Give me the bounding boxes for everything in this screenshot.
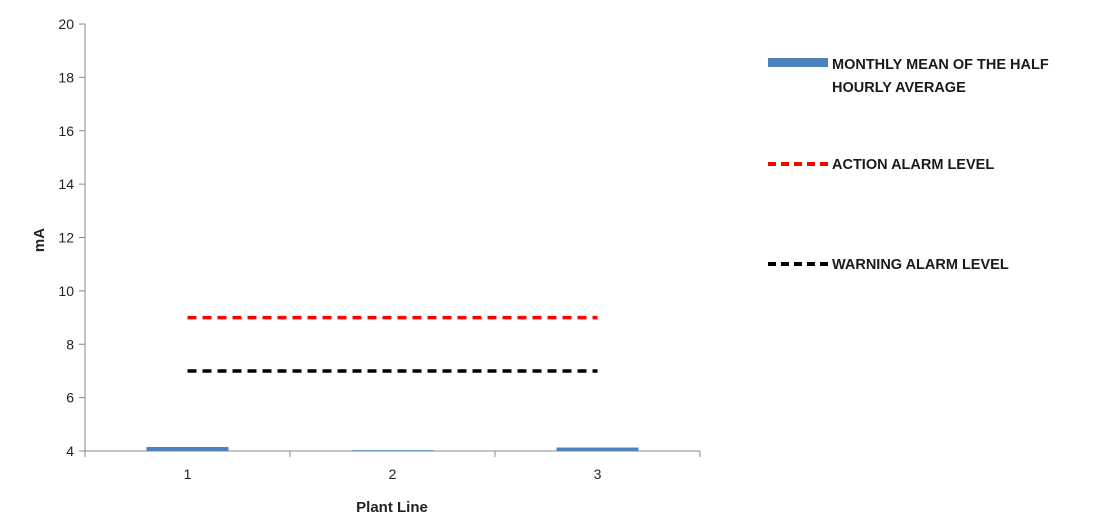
bar-plant-line-2 (351, 450, 434, 452)
y-tick-label: 4 (66, 443, 74, 459)
y-tick-label: 10 (58, 283, 74, 299)
x-tick-label: 2 (389, 466, 397, 482)
legend: MONTHLY MEAN OF THE HALF HOURLY AVERAGE … (768, 54, 1108, 354)
legend-label-warning-alarm: WARNING ALARM LEVEL (832, 257, 1009, 273)
bar-plant-line-1 (146, 446, 229, 451)
y-tick-label: 6 (66, 390, 74, 406)
y-tick-label: 16 (58, 123, 74, 139)
alarm-lines (187, 315, 598, 373)
legend-swatch-bar (768, 58, 828, 67)
legend-swatch-action (768, 162, 828, 166)
y-axis-title: mA (31, 228, 48, 252)
bar-plant-line-3 (556, 447, 639, 451)
x-axis-title: Plant Line (356, 499, 428, 516)
legend-item-action-alarm: ACTION ALARM LEVEL (768, 154, 1108, 254)
y-tick-label: 12 (58, 230, 74, 246)
legend-label-action-alarm: ACTION ALARM LEVEL (832, 157, 995, 173)
x-tick-label: 3 (594, 466, 602, 482)
legend-item-monthly-mean: MONTHLY MEAN OF THE HALF HOURLY AVERAGE (768, 54, 1108, 154)
y-tick-label: 18 (58, 69, 74, 85)
legend-item-warning-alarm: WARNING ALARM LEVEL (768, 254, 1108, 354)
y-tick-label: 14 (58, 176, 74, 192)
legend-swatch-warning (768, 262, 828, 266)
y-tick-label: 20 (58, 16, 74, 32)
y-tick-label: 8 (66, 336, 74, 352)
legend-label-monthly-mean: MONTHLY MEAN OF THE HALF HOURLY AVERAGE (832, 57, 1049, 96)
x-tick-label: 1 (184, 466, 192, 482)
bars (146, 446, 639, 452)
